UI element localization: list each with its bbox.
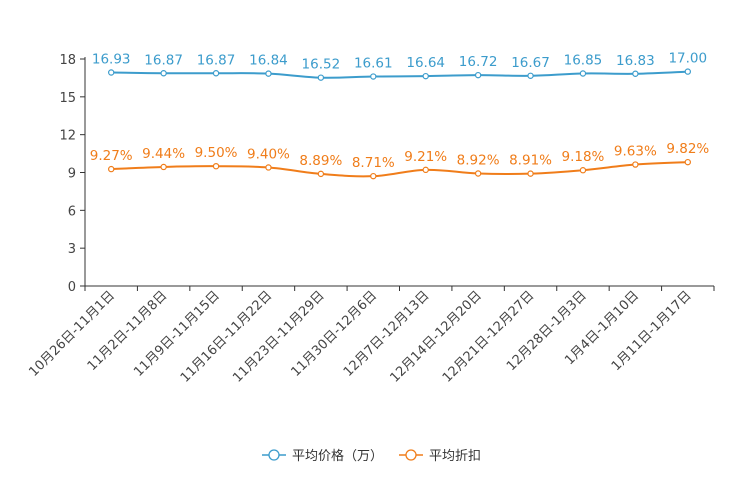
data-label: 16.61 xyxy=(354,56,393,72)
y-tick-label: 12 xyxy=(59,129,76,144)
data-point[interactable] xyxy=(265,70,272,77)
data-point[interactable] xyxy=(684,68,691,75)
legend-label: 平均折扣 xyxy=(429,449,481,464)
data-label: 9.82% xyxy=(666,141,709,157)
data-label: 16.83 xyxy=(616,53,655,69)
data-label: 9.21% xyxy=(404,149,447,165)
y-tick-label: 0 xyxy=(68,280,76,295)
legend-item-1[interactable]: 平均价格（万） xyxy=(262,448,383,464)
data-label: 16.52 xyxy=(302,57,341,73)
data-point[interactable] xyxy=(527,170,534,177)
data-point[interactable] xyxy=(579,70,587,77)
data-label: 17.00 xyxy=(668,51,707,67)
data-point[interactable] xyxy=(474,170,482,177)
x-tick-label: 12月14日-12月20日 xyxy=(387,288,484,385)
data-label: 9.44% xyxy=(142,146,185,162)
data-label: 8.89% xyxy=(299,153,342,169)
data-point[interactable] xyxy=(160,70,167,77)
data-label: 16.93 xyxy=(92,51,131,67)
data-point[interactable] xyxy=(422,72,429,80)
data-point[interactable] xyxy=(684,158,691,166)
x-tick-label: 12月21日-12月27日 xyxy=(440,288,537,385)
data-label: 9.40% xyxy=(247,146,290,162)
data-point[interactable] xyxy=(474,71,482,79)
x-tick-label: 11月23日-11月29日 xyxy=(230,288,327,385)
legend-marker-icon xyxy=(405,449,417,461)
data-point[interactable] xyxy=(632,70,639,77)
data-point[interactable] xyxy=(160,163,167,171)
y-tick-label: 15 xyxy=(59,91,76,106)
data-point[interactable] xyxy=(632,161,639,168)
data-point[interactable] xyxy=(579,167,587,174)
data-point[interactable] xyxy=(422,166,429,174)
data-label: 9.27% xyxy=(90,148,133,164)
data-label: 16.64 xyxy=(406,55,445,71)
data-label: 16.87 xyxy=(144,52,183,68)
legend-marker-icon xyxy=(268,449,280,461)
data-point[interactable] xyxy=(108,165,115,173)
legend-label: 平均价格（万） xyxy=(292,448,383,464)
data-label: 16.67 xyxy=(511,55,550,71)
x-tick-label: 11月16日-11月22日 xyxy=(178,288,275,385)
y-tick-label: 3 xyxy=(68,242,76,257)
data-point[interactable] xyxy=(317,170,325,178)
data-label: 8.71% xyxy=(352,155,395,171)
data-point[interactable] xyxy=(212,162,220,170)
y-tick-label: 6 xyxy=(68,204,76,219)
data-point[interactable] xyxy=(265,164,272,171)
data-label: 16.84 xyxy=(249,53,288,69)
data-point[interactable] xyxy=(370,172,377,180)
x-tick-label: 10月26日-11月1日 xyxy=(26,288,118,380)
y-tick-label: 9 xyxy=(68,167,76,182)
data-point[interactable] xyxy=(108,69,115,76)
series-line-1 xyxy=(111,70,688,79)
data-label: 9.50% xyxy=(195,145,238,161)
data-label: 8.92% xyxy=(457,153,500,169)
data-point[interactable] xyxy=(317,74,325,81)
data-label: 9.18% xyxy=(562,149,605,165)
data-label: 8.91% xyxy=(509,153,552,169)
y-tick-label: 18 xyxy=(59,53,76,68)
data-label: 16.87 xyxy=(197,52,236,68)
data-point[interactable] xyxy=(527,72,534,79)
data-point[interactable] xyxy=(370,73,377,80)
series-line-2 xyxy=(111,161,688,178)
data-label: 9.63% xyxy=(614,144,657,160)
legend-item-2[interactable]: 平均折扣 xyxy=(399,449,481,464)
data-point[interactable] xyxy=(212,70,220,77)
data-label: 16.85 xyxy=(564,53,603,69)
data-label: 16.72 xyxy=(459,54,498,70)
